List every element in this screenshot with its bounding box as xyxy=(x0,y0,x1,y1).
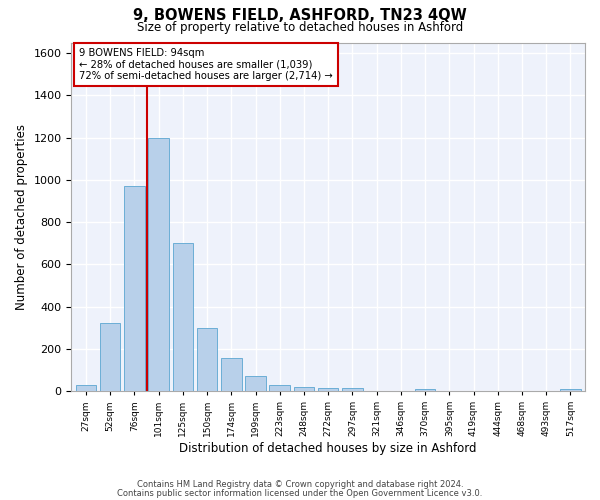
Bar xyxy=(197,328,217,391)
Y-axis label: Number of detached properties: Number of detached properties xyxy=(15,124,28,310)
Bar xyxy=(124,186,145,391)
Bar xyxy=(76,384,96,391)
Text: Size of property relative to detached houses in Ashford: Size of property relative to detached ho… xyxy=(137,21,463,34)
Bar xyxy=(148,138,169,391)
Bar xyxy=(293,387,314,391)
Bar xyxy=(245,376,266,391)
Text: 9, BOWENS FIELD, ASHFORD, TN23 4QW: 9, BOWENS FIELD, ASHFORD, TN23 4QW xyxy=(133,8,467,22)
Text: 9 BOWENS FIELD: 94sqm
← 28% of detached houses are smaller (1,039)
72% of semi-d: 9 BOWENS FIELD: 94sqm ← 28% of detached … xyxy=(79,48,333,81)
Bar xyxy=(415,389,436,391)
Text: Contains public sector information licensed under the Open Government Licence v3: Contains public sector information licen… xyxy=(118,489,482,498)
X-axis label: Distribution of detached houses by size in Ashford: Distribution of detached houses by size … xyxy=(179,442,477,455)
Bar xyxy=(560,389,581,391)
Bar xyxy=(221,358,242,391)
Bar xyxy=(173,243,193,391)
Text: Contains HM Land Registry data © Crown copyright and database right 2024.: Contains HM Land Registry data © Crown c… xyxy=(137,480,463,489)
Bar xyxy=(318,388,338,391)
Bar xyxy=(100,324,121,391)
Bar xyxy=(342,388,363,391)
Bar xyxy=(269,384,290,391)
